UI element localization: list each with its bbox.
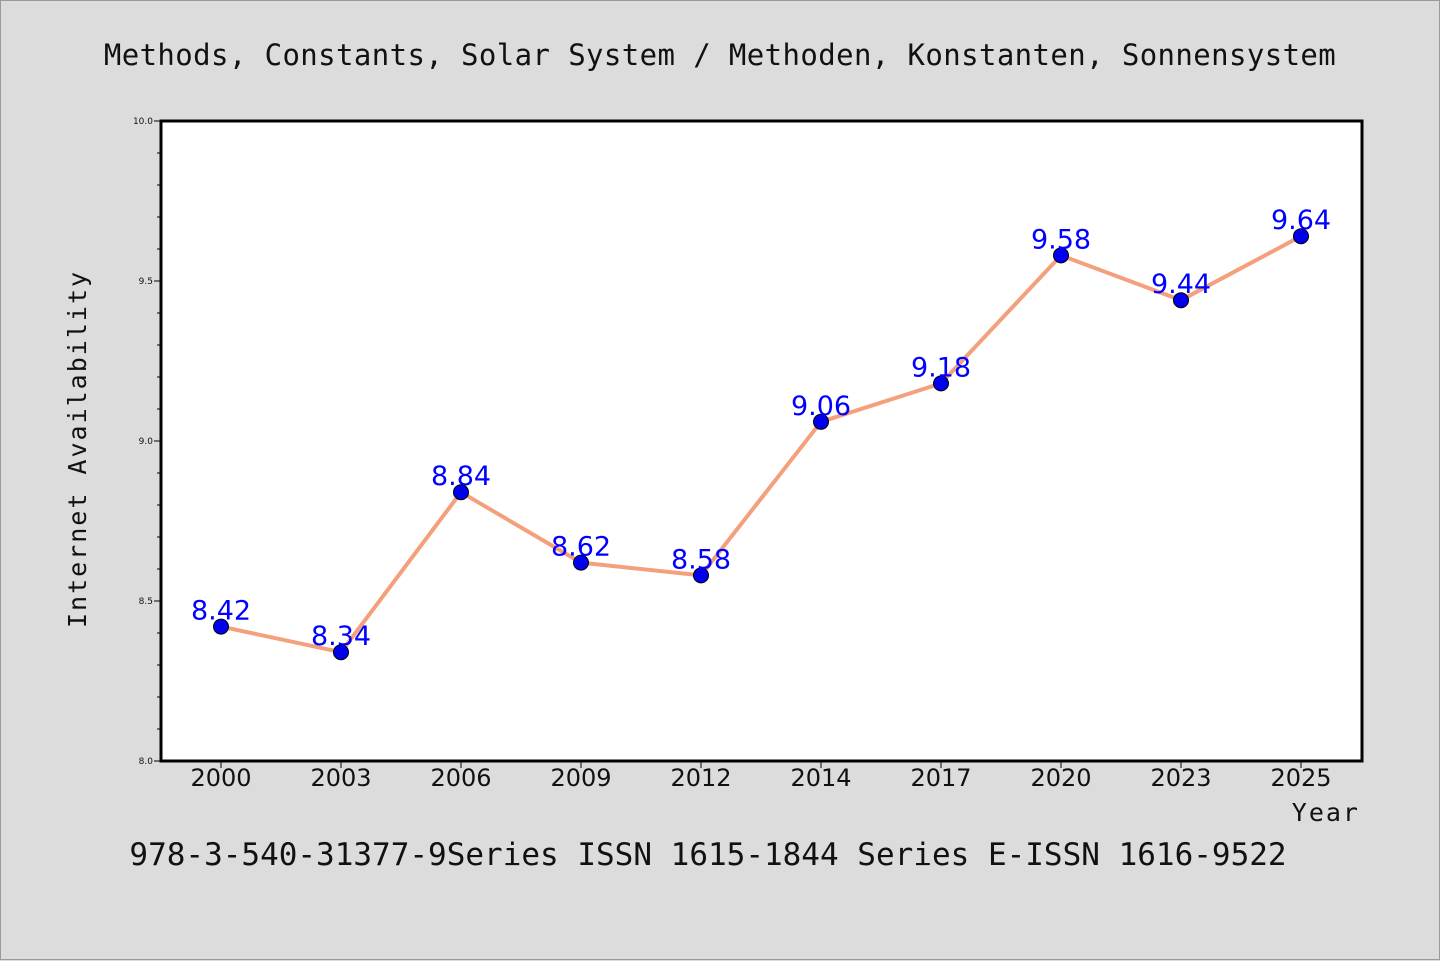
series-line <box>220 234 1302 655</box>
x-tick-label: 2023 <box>1150 764 1211 792</box>
data-label: 8.84 <box>431 461 491 492</box>
x-tick-label: 2017 <box>910 764 971 792</box>
data-point <box>933 375 949 392</box>
y-tick-label: 8.5 <box>139 597 153 607</box>
y-tick-label: 8.0 <box>139 757 154 767</box>
data-label: 8.34 <box>311 621 371 652</box>
data-label: 9.44 <box>1151 269 1211 300</box>
data-point <box>693 567 709 584</box>
x-tick-label: 2020 <box>1030 764 1091 792</box>
x-tick-label: 2006 <box>430 764 491 792</box>
x-tick-label: 2003 <box>310 764 371 792</box>
x-axis-label: Year <box>1292 798 1360 827</box>
y-tick-label: 9.5 <box>139 277 153 287</box>
x-tick-label: 2012 <box>670 764 731 792</box>
data-point <box>813 413 829 430</box>
data-label: 9.64 <box>1271 205 1331 236</box>
series-line-group: 8.42 8.34 8.84 8.62 8.58 9.06 9.18 9.58 9.44 9.64 <box>191 205 1331 661</box>
y-tick-label: 9.0 <box>139 437 154 447</box>
data-label: 8.42 <box>191 596 251 627</box>
chart-footer: 978-3-540-31377-9Series ISSN 1615-1844 S… <box>129 837 1286 873</box>
y-axis-label: Internet Availability <box>63 270 92 628</box>
data-label: 9.58 <box>1031 224 1091 255</box>
data-point <box>213 618 229 635</box>
data-label: 9.06 <box>791 391 851 422</box>
data-point <box>573 554 589 571</box>
data-point <box>1053 247 1069 264</box>
y-axis: 8.0 8.5 9.0 9.5 10.0 <box>133 117 161 767</box>
chart-title: Methods, Constants, Solar System / Metho… <box>104 38 1336 72</box>
data-label: 9.18 <box>911 352 971 383</box>
data-point <box>333 644 349 661</box>
data-point <box>1293 228 1309 245</box>
data-label: 8.62 <box>551 532 611 563</box>
x-tick-label: 2014 <box>790 764 851 792</box>
x-tick-label: 2025 <box>1270 764 1331 792</box>
plot-area <box>159 119 1364 763</box>
x-axis: 2000 2003 2006 2009 2012 2014 2017 2020 2023 2025 <box>190 761 1332 792</box>
data-label: 8.58 <box>671 544 731 575</box>
x-tick-label: 2009 <box>550 764 611 792</box>
data-point <box>453 484 469 501</box>
y-tick-label: 10.0 <box>133 117 153 127</box>
x-tick-label: 2000 <box>190 764 251 792</box>
data-point <box>1173 292 1189 309</box>
